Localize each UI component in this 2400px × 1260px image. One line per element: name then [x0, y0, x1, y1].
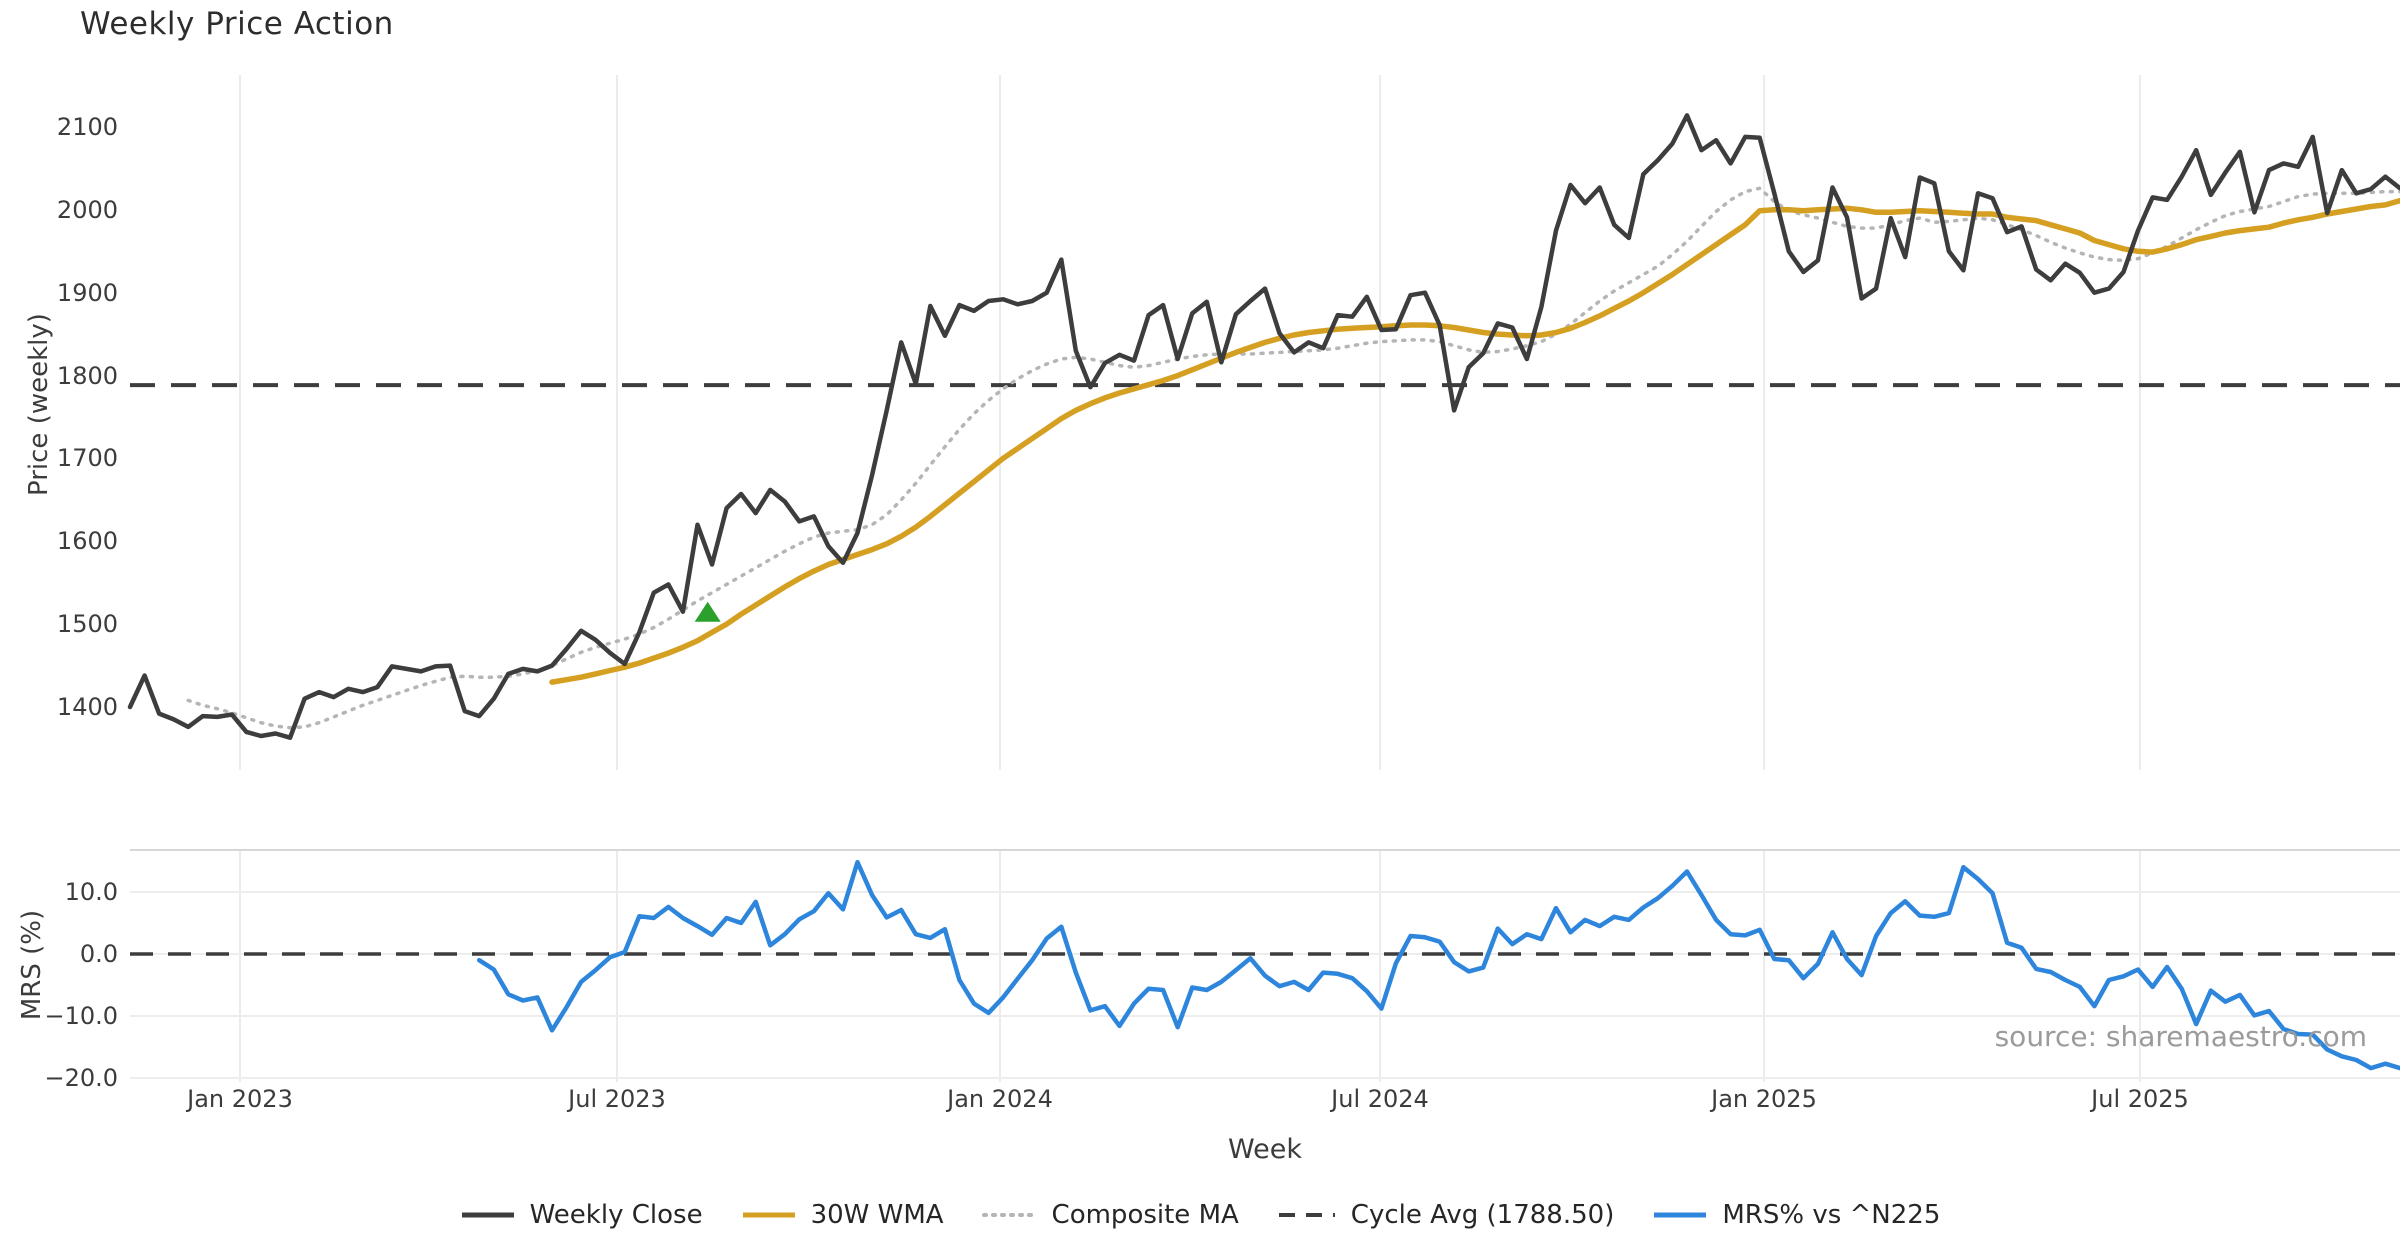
y-tick: 1400: [56, 693, 118, 721]
mrs-vs-n225-line: [476, 859, 2400, 1071]
legend-label: MRS% vs ^N225: [1722, 1200, 1941, 1230]
legend-item-weekly-close: Weekly Close: [460, 1200, 703, 1230]
y-tick: −20.0: [44, 1064, 118, 1092]
y-tick: 1500: [56, 610, 118, 638]
legend: Weekly Close 30W WMA Composite MA Cycle …: [0, 1200, 2400, 1230]
x-tick: Jul 2023: [568, 1085, 666, 1113]
30w-wma-line: [549, 197, 2400, 685]
y-tick: 1900: [56, 279, 118, 307]
composite-ma-swatch-icon: [981, 1213, 1038, 1217]
legend-label: Composite MA: [1051, 1200, 1239, 1230]
x-tick: Jan 2023: [187, 1085, 293, 1113]
buy-signal-triangle-icon: [694, 601, 721, 622]
chart-title: Weekly Price Action: [80, 6, 394, 42]
source-watermark: source: sharemaestro.com: [1994, 1020, 2367, 1053]
legend-label: Weekly Close: [529, 1200, 703, 1230]
y-tick: 10.0: [64, 878, 118, 906]
y-tick: −10.0: [44, 1002, 118, 1030]
x-tick: Jan 2025: [1711, 1085, 1817, 1113]
y-tick: 0.0: [79, 940, 118, 968]
legend-item-30w-wma: 30W WMA: [741, 1200, 944, 1230]
x-axis-label: Week: [1228, 1134, 1302, 1165]
legend-label: Cycle Avg (1788.50): [1350, 1200, 1615, 1230]
x-tick: Jul 2025: [2091, 1085, 2189, 1113]
mrs-swatch-icon: [1654, 1212, 1707, 1218]
x-tick: Jan 2024: [947, 1085, 1053, 1113]
legend-item-composite-ma: Composite MA: [981, 1200, 1239, 1230]
legend-item-mrs: MRS% vs ^N225: [1652, 1200, 1940, 1230]
x-tick: Jul 2024: [1331, 1085, 1429, 1113]
cycle-avg-swatch-icon: [1278, 1213, 1335, 1217]
legend-label: 30W WMA: [810, 1200, 944, 1230]
wma-swatch-icon: [742, 1212, 795, 1218]
y-tick: 1800: [56, 362, 118, 390]
weekly-close-swatch-icon: [461, 1212, 514, 1218]
y-tick: 1700: [56, 444, 118, 472]
y-tick: 2100: [56, 113, 118, 141]
weekly-close-line: [127, 113, 2400, 740]
y-tick: 2000: [56, 196, 118, 224]
legend-item-cycle-avg: Cycle Avg (1788.50): [1277, 1200, 1615, 1230]
composite-ma-line: [186, 186, 2400, 730]
y-tick: 1600: [56, 527, 118, 555]
